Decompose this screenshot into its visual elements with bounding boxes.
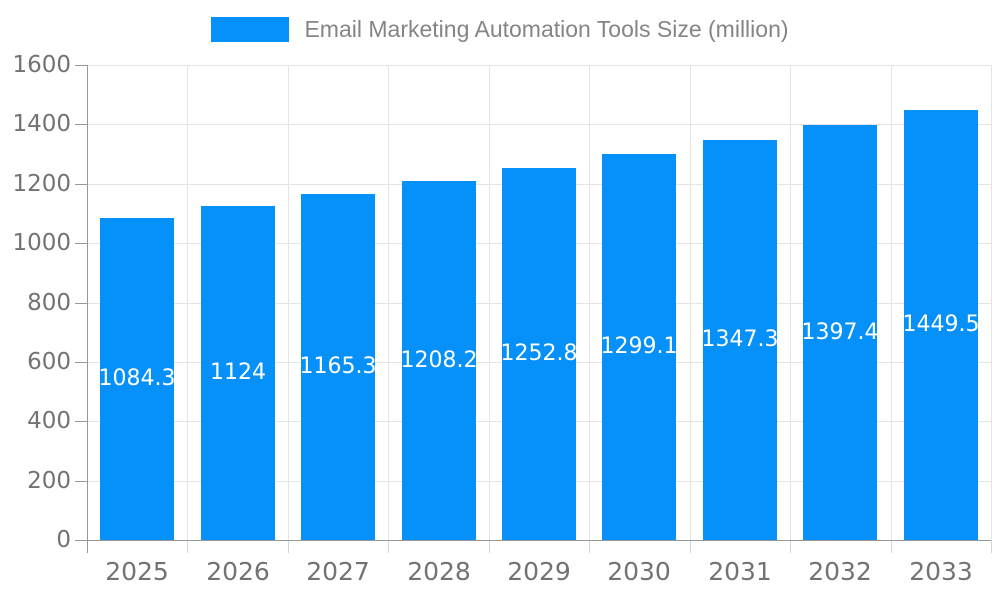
- y-axis-tick-label: 1600: [12, 52, 71, 78]
- x-axis-tick: [991, 540, 992, 553]
- y-axis-tick-label: 600: [27, 349, 71, 375]
- y-axis-tick-label: 1400: [12, 111, 71, 137]
- bar-value-label: 1347.3: [701, 327, 779, 352]
- vertical-gridline: [388, 65, 389, 540]
- x-axis-line: [87, 540, 991, 541]
- bar-value-label: 1397.4: [801, 320, 879, 345]
- x-axis-label: 2032: [808, 557, 872, 586]
- y-axis-tick: [75, 362, 87, 363]
- y-axis-tick-label: 800: [27, 290, 71, 316]
- vertical-gridline: [690, 65, 691, 540]
- vertical-gridline: [489, 65, 490, 540]
- y-axis-tick-label: 0: [56, 527, 71, 553]
- bar[interactable]: 1347.3: [702, 140, 778, 540]
- x-axis-label: 2033: [909, 557, 973, 586]
- y-axis-tick: [75, 243, 87, 244]
- bar[interactable]: 1084.3: [99, 218, 175, 540]
- y-axis-tick: [75, 303, 87, 304]
- x-axis-label: 2031: [708, 557, 772, 586]
- bar-value-label: 1165.3: [299, 354, 377, 379]
- bar[interactable]: 1165.3: [300, 194, 376, 540]
- x-axis-label: 2027: [306, 557, 370, 586]
- y-axis-tick-label: 1000: [12, 230, 71, 256]
- y-axis-tick: [75, 421, 87, 422]
- vertical-gridline: [288, 65, 289, 540]
- x-axis-tick: [388, 540, 389, 553]
- x-axis-tick: [690, 540, 691, 553]
- vertical-gridline: [187, 65, 188, 540]
- bar[interactable]: 1449.5: [903, 110, 979, 540]
- x-axis-label: 2025: [105, 557, 169, 586]
- horizontal-gridline: [87, 124, 991, 125]
- legend-label: Email Marketing Automation Tools Size (m…: [304, 16, 789, 42]
- x-axis-label: 2028: [407, 557, 471, 586]
- x-axis-label: 2029: [507, 557, 571, 586]
- x-axis-tick: [87, 540, 88, 553]
- y-axis-tick-label: 200: [27, 468, 71, 494]
- bar[interactable]: 1397.4: [802, 125, 878, 540]
- y-axis-tick: [75, 481, 87, 482]
- y-axis-tick-label: 1200: [12, 171, 71, 197]
- x-axis-tick: [589, 540, 590, 553]
- y-axis-tick: [75, 540, 87, 541]
- bar-value-label: 1208.2: [400, 348, 478, 373]
- x-axis-tick: [891, 540, 892, 553]
- bar[interactable]: 1299.1: [601, 154, 677, 540]
- y-axis-line: [87, 65, 88, 541]
- bar[interactable]: 1208.2: [401, 181, 477, 540]
- bar[interactable]: 1252.8: [501, 168, 577, 540]
- vertical-gridline: [891, 65, 892, 540]
- bar-value-label: 1084.3: [98, 366, 176, 391]
- vertical-gridline: [991, 65, 992, 540]
- x-axis-tick: [489, 540, 490, 553]
- x-axis-tick: [288, 540, 289, 553]
- y-axis-tick: [75, 124, 87, 125]
- bar-value-label: 1299.1: [600, 334, 678, 359]
- vertical-gridline: [790, 65, 791, 540]
- vertical-gridline: [589, 65, 590, 540]
- x-axis-tick: [187, 540, 188, 553]
- x-axis-tick: [790, 540, 791, 553]
- chart-legend[interactable]: Email Marketing Automation Tools Size (m…: [0, 16, 1000, 43]
- bar-value-label: 1124: [210, 360, 266, 385]
- bar-value-label: 1252.8: [500, 341, 578, 366]
- x-axis-label: 2026: [206, 557, 270, 586]
- y-axis-tick: [75, 65, 87, 66]
- x-axis-label: 2030: [607, 557, 671, 586]
- y-axis-tick: [75, 184, 87, 185]
- bar-value-label: 1449.5: [902, 312, 980, 337]
- legend-swatch: [211, 17, 290, 42]
- y-axis-tick-label: 400: [27, 408, 71, 434]
- horizontal-gridline: [87, 65, 991, 66]
- bar[interactable]: 1124: [201, 206, 275, 540]
